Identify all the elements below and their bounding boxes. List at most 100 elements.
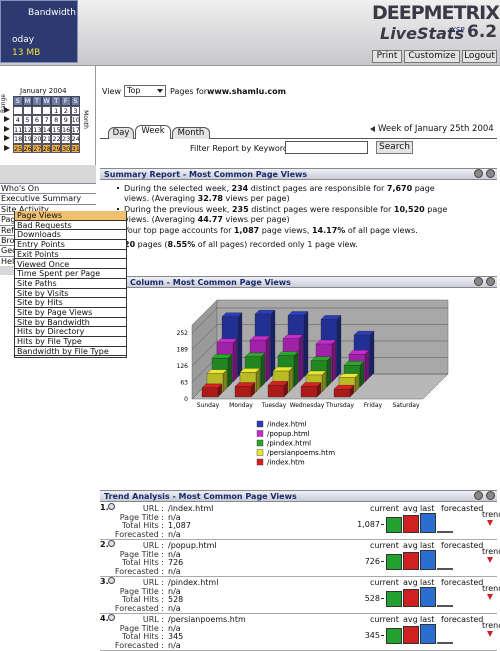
header-button[interactable]: Customize [404, 50, 460, 63]
column-header: forecasted [441, 504, 484, 513]
field-label: Forecasted : [114, 566, 164, 576]
field-value: n/a [168, 623, 181, 633]
search-button[interactable]: Search [376, 141, 413, 154]
submenu-item[interactable]: Site by Bandwidth [15, 317, 126, 328]
tab[interactable]: Month [172, 127, 210, 139]
calendar-day[interactable]: 27 [32, 143, 42, 153]
widget-period: oday [12, 35, 35, 45]
view-select[interactable]: Top [124, 85, 166, 97]
calendar-day[interactable]: 19 [22, 134, 33, 144]
widget-box [0, 0, 78, 63]
bar [333, 388, 351, 398]
tab[interactable]: Week [135, 125, 171, 139]
submenu-item[interactable]: Site by Page Views [15, 308, 126, 318]
widget-title: Bandwidth [28, 8, 76, 18]
submenu-item[interactable]: Entry Points [15, 240, 126, 250]
calendar-day[interactable]: 26 [22, 143, 33, 153]
calendar-day[interactable]: 3 [70, 105, 81, 115]
legend-label: /index.htm [267, 459, 305, 467]
calendar-day [22, 105, 33, 115]
calendar-day[interactable]: 12 [22, 124, 33, 134]
header-button[interactable]: Logout [462, 50, 497, 63]
calendar-day[interactable]: 8 [51, 115, 61, 125]
bullet-text: Your top page accounts for [124, 226, 234, 235]
edition: XSP [451, 26, 465, 34]
submenu-item[interactable]: Hits by File Type [15, 337, 126, 347]
field-label: Forecasted : [114, 529, 164, 539]
filter-input[interactable] [285, 141, 368, 154]
magnifier[interactable] [108, 577, 115, 584]
calendar-day[interactable]: 30 [61, 143, 71, 153]
bullet-dot [117, 208, 119, 210]
column-header: forecasted [441, 578, 484, 587]
submenu-item[interactable]: Bandwidth by File Type [15, 346, 126, 357]
calendar-day[interactable]: 4 [13, 115, 23, 125]
submenu-item[interactable]: Site by Hits [15, 298, 126, 308]
submenu-item[interactable]: Time Spent per Page [15, 269, 126, 279]
calendar-day[interactable]: 25 [13, 143, 23, 153]
bar-side [326, 356, 332, 388]
bar-side [232, 338, 238, 383]
summary-bullet: During the selected week, 234 distinct p… [124, 184, 454, 203]
product: LiveStats [380, 24, 465, 43]
calendar-day[interactable]: 28 [41, 143, 52, 153]
calendar-day[interactable]: 13 [32, 124, 42, 134]
period-arrow [370, 126, 375, 132]
calendar-day[interactable]: 1 [51, 105, 61, 115]
menu-item[interactable]: Who's On [0, 183, 96, 194]
submenu-item[interactable]: Site by Visits [15, 288, 126, 299]
calendar-day[interactable]: 9 [61, 115, 71, 125]
calendar-day[interactable]: 20 [32, 134, 42, 144]
calendar-day[interactable]: 17 [70, 124, 81, 134]
column-header: current [370, 578, 399, 587]
magnifier[interactable] [108, 503, 115, 510]
calendar-day[interactable]: 21 [41, 134, 52, 144]
calendar-day[interactable]: 16 [61, 124, 71, 134]
calendar-day[interactable]: 15 [51, 124, 61, 134]
calendar-day[interactable]: 31 [70, 143, 81, 153]
calendar-day[interactable]: 10 [70, 115, 81, 125]
pages-for: Pages for [170, 87, 208, 96]
field-label: Total Hits : [121, 595, 164, 604]
submenu-item[interactable]: Downloads [15, 230, 126, 241]
field-value: n/a [168, 586, 181, 596]
magnifier[interactable] [108, 614, 115, 621]
calendar-day[interactable]: 22 [51, 134, 61, 144]
weekday: F [61, 96, 71, 106]
column-header: forecasted [441, 615, 484, 624]
calendar-day[interactable]: 2 [61, 105, 71, 115]
submenu-item[interactable]: Hits by Directory [15, 327, 126, 338]
submenu-item[interactable]: Page Views [15, 211, 126, 221]
field-value: /persianpoems.htm [168, 615, 246, 624]
header-button[interactable]: Print [372, 50, 402, 63]
submenu-item[interactable]: Viewed Once [15, 259, 126, 270]
submenu-item[interactable]: Exit Points [15, 249, 126, 260]
calendar-day[interactable]: 23 [61, 134, 71, 144]
avg-bar [403, 626, 419, 644]
menu-item[interactable]: Site Activity [0, 203, 96, 215]
week-arrow [4, 144, 10, 151]
calendar-day[interactable]: 24 [70, 134, 81, 144]
calendar-day[interactable]: 7 [41, 115, 52, 125]
header-bar [0, 0, 500, 66]
bar-side [364, 349, 370, 383]
magnifier[interactable] [108, 540, 115, 547]
calendar-day[interactable]: 6 [32, 115, 42, 125]
field-value: n/a [168, 566, 181, 576]
x-tick-label: Sunday [197, 402, 220, 409]
submenu-item[interactable]: Site Paths [15, 278, 126, 289]
bullet-text: During the previous week, [124, 205, 232, 214]
calendar-day[interactable]: 29 [51, 143, 61, 153]
summary-bullet: 20 pages (8.55% of all pages) recorded o… [124, 240, 454, 250]
trend-label: trend [482, 621, 500, 630]
menu-item[interactable]: Executive Summary [0, 193, 96, 204]
calendar-day[interactable]: 5 [22, 115, 33, 125]
calendar-day[interactable]: 14 [41, 124, 52, 134]
calendar-day[interactable]: 11 [13, 124, 23, 134]
tab[interactable]: Day [108, 127, 134, 139]
column-header: last [420, 578, 435, 587]
calendar-day[interactable]: 18 [13, 134, 23, 144]
bar-side [270, 309, 276, 378]
submenu-item[interactable]: Bad Requests [15, 220, 126, 231]
